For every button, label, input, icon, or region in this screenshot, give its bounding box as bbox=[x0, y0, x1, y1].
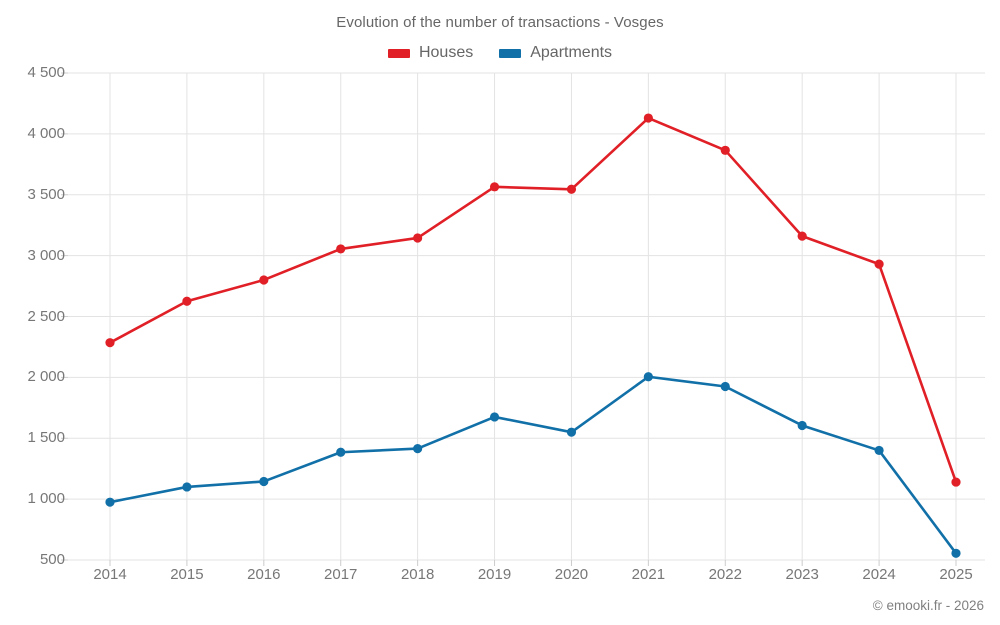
series-line-houses bbox=[108, 116, 958, 484]
y-axis-label: 1 000 bbox=[27, 490, 65, 508]
data-point[interactable] bbox=[489, 412, 500, 422]
x-axis-label: 2016 bbox=[247, 566, 281, 583]
x-axis-label: 2024 bbox=[862, 566, 896, 583]
data-point[interactable] bbox=[874, 445, 884, 456]
x-axis-label: 2025 bbox=[939, 566, 973, 583]
legend-swatch-houses bbox=[387, 48, 410, 58]
credit-footer: © emooki.fr - 2026 bbox=[872, 598, 984, 613]
y-axis-label: 4 500 bbox=[27, 64, 65, 81]
y-axis-label: 500 bbox=[39, 551, 65, 568]
data-point[interactable] bbox=[413, 233, 423, 243]
series-layer bbox=[105, 113, 961, 558]
data-point[interactable] bbox=[489, 182, 500, 192]
gridlines bbox=[68, 72, 985, 561]
x-axis-label: 2018 bbox=[400, 566, 435, 583]
legend-swatch-apartments bbox=[499, 48, 522, 58]
data-point[interactable] bbox=[643, 372, 653, 382]
series-line-apartments bbox=[108, 375, 958, 555]
data-point[interactable] bbox=[566, 184, 577, 194]
data-point[interactable] bbox=[643, 113, 653, 123]
data-point[interactable] bbox=[336, 244, 346, 254]
x-axis-label: 2023 bbox=[785, 566, 819, 583]
x-axis-label: 2015 bbox=[170, 566, 204, 583]
data-point[interactable] bbox=[182, 482, 192, 492]
legend-label-houses: Houses bbox=[418, 44, 474, 61]
y-axis-label: 2 500 bbox=[27, 307, 65, 325]
x-axis-label: 2020 bbox=[554, 566, 589, 583]
x-axis-label: 2019 bbox=[477, 566, 512, 583]
data-point[interactable] bbox=[797, 420, 807, 431]
data-point[interactable] bbox=[951, 548, 961, 558]
x-axis-label: 2021 bbox=[631, 566, 666, 583]
data-point[interactable] bbox=[720, 381, 730, 392]
data-point[interactable] bbox=[336, 447, 346, 457]
x-axis-label: 2017 bbox=[324, 566, 358, 583]
y-axis-label: 4 000 bbox=[27, 124, 65, 142]
x-axis-label: 2014 bbox=[93, 566, 127, 583]
y-axis-label: 3 000 bbox=[27, 246, 65, 264]
data-point[interactable] bbox=[105, 338, 115, 348]
data-point[interactable] bbox=[413, 443, 423, 454]
data-point[interactable] bbox=[259, 476, 269, 487]
axis-ticks bbox=[61, 72, 957, 566]
data-point[interactable] bbox=[105, 497, 115, 507]
data-point[interactable] bbox=[566, 427, 577, 437]
data-point[interactable] bbox=[259, 275, 269, 285]
chart-legend: Houses Apartments bbox=[0, 44, 1000, 62]
legend-item-apartments[interactable]: Apartments bbox=[499, 44, 612, 62]
chart-title: Evolution of the number of transactions … bbox=[336, 14, 664, 31]
data-point[interactable] bbox=[797, 231, 807, 241]
x-axis-label: 2022 bbox=[708, 566, 742, 583]
legend-item-houses[interactable]: Houses bbox=[387, 44, 474, 62]
data-point[interactable] bbox=[874, 259, 884, 269]
data-point[interactable] bbox=[182, 296, 192, 306]
y-axis-label: 1 500 bbox=[27, 429, 65, 447]
data-point[interactable] bbox=[720, 145, 730, 155]
y-axis-label: 3 500 bbox=[27, 185, 65, 203]
data-point[interactable] bbox=[951, 477, 961, 487]
legend-label-apartments: Apartments bbox=[530, 44, 613, 61]
y-axis-label: 2 000 bbox=[27, 368, 65, 386]
